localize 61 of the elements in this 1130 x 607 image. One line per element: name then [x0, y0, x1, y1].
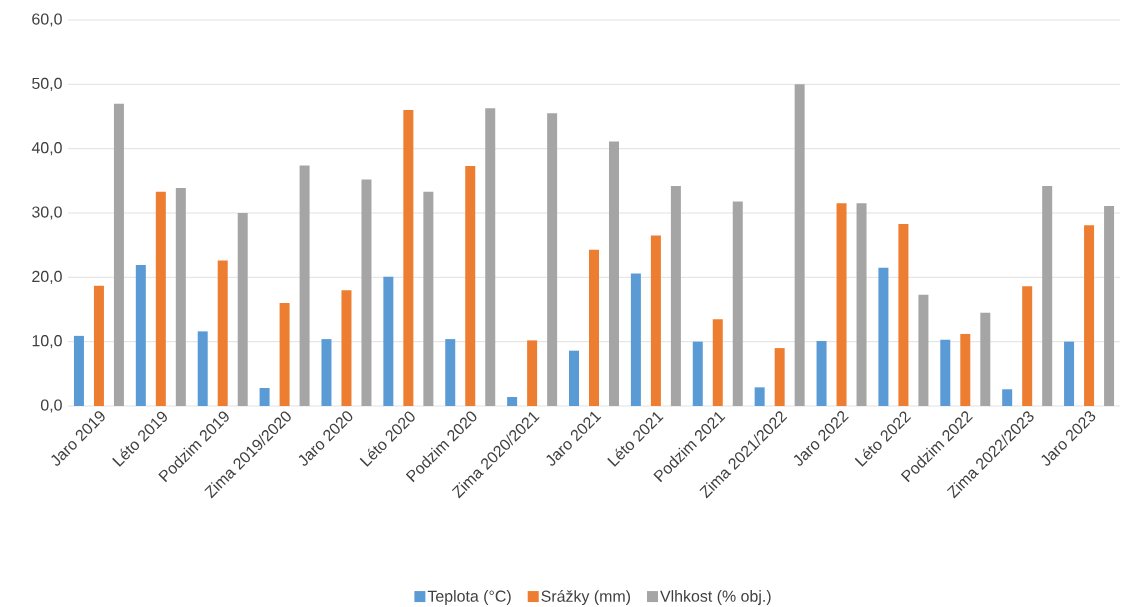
bar [630, 273, 641, 406]
bar [670, 185, 681, 406]
y-tick-label: 30,0 [32, 206, 62, 220]
legend-label: Srážky (mm) [541, 590, 630, 606]
bar [361, 179, 372, 406]
bar [1104, 205, 1115, 406]
y-tick-label: 50,0 [32, 77, 62, 91]
bar [650, 235, 661, 406]
y-tick-label: 40,0 [31, 142, 62, 156]
bar [341, 290, 352, 406]
y-tick-label: 10,0 [32, 335, 62, 349]
bar [960, 333, 971, 406]
bar [259, 387, 270, 406]
bar [93, 285, 104, 406]
bar [403, 110, 414, 406]
bar [1042, 185, 1053, 406]
bar [237, 213, 248, 406]
bar [73, 335, 84, 406]
bar [878, 267, 889, 406]
bar [1064, 341, 1075, 406]
bar [279, 303, 290, 406]
bar [856, 203, 867, 406]
bar [754, 387, 765, 406]
bar [465, 166, 476, 406]
bar [485, 108, 496, 406]
bar [609, 141, 619, 406]
bar [898, 223, 909, 406]
bar [918, 294, 929, 406]
bar [507, 396, 518, 406]
bar [155, 191, 166, 406]
y-tick-label: 0,0 [40, 399, 62, 413]
bar [197, 331, 208, 406]
bar [774, 348, 785, 406]
bar [321, 339, 332, 406]
bar [383, 276, 394, 406]
bar [940, 339, 951, 406]
bar [732, 201, 743, 406]
bar [299, 165, 310, 406]
y-tick-label: 60,0 [32, 13, 62, 27]
bar [692, 341, 703, 406]
bar [527, 340, 538, 406]
bar [217, 260, 228, 406]
bar [712, 319, 723, 406]
bar [980, 312, 991, 406]
bar [175, 187, 186, 406]
bar [423, 191, 434, 406]
bar [589, 249, 599, 406]
bar [836, 203, 847, 406]
bar [445, 339, 456, 406]
bar [794, 84, 805, 406]
y-tick-label: 20,0 [32, 270, 62, 284]
bar [1084, 225, 1095, 406]
legend-label: Teplota (°C) [427, 590, 511, 605]
bar [1022, 286, 1033, 406]
bar [113, 103, 124, 406]
bar [816, 341, 827, 406]
bar [1002, 389, 1013, 406]
bar [135, 265, 146, 406]
bar [547, 113, 558, 406]
legend-label: Vlhkost (% obj.) [660, 590, 771, 605]
bar [569, 350, 579, 406]
